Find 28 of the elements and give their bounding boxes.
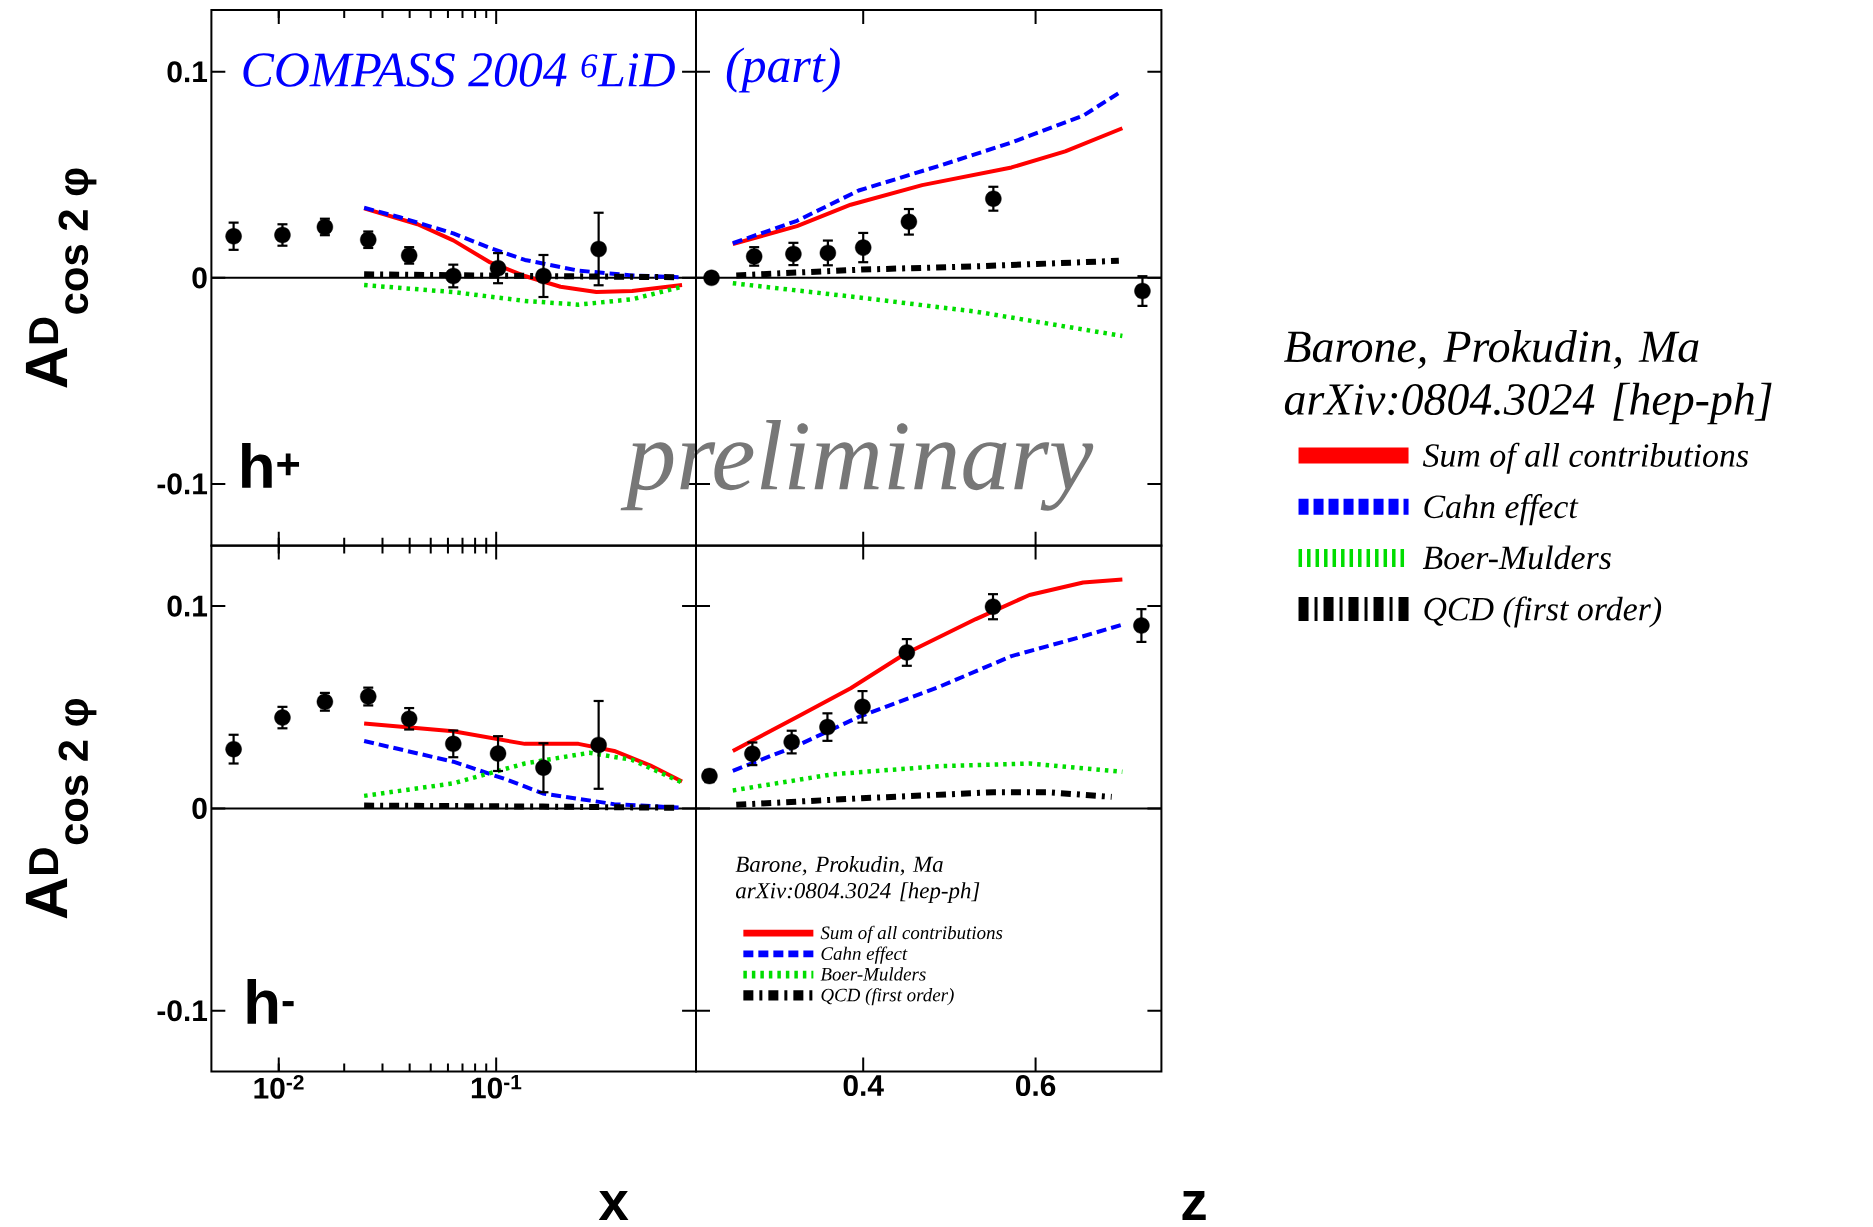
legend-title: Barone, Prokudin, Ma arXiv:0804.3024 [hep-ph]	[735, 855, 980, 904]
legend-label: QCD (first order)	[821, 987, 954, 1006]
legend-label: Sum of all contributions	[820, 925, 1003, 944]
x-axis-title: x	[598, 1191, 629, 1221]
y-tick-label: 0	[192, 267, 207, 289]
legend-label: QCD (first order)	[1424, 596, 1662, 628]
legend-label: Sum of all contributions	[1422, 442, 1749, 474]
legend-label: Boer-Mulders	[820, 967, 926, 981]
x-tick-label: 0.6	[1016, 1074, 1056, 1097]
x-tick-label: 10$^{-2}$	[254, 1074, 304, 1099]
annotation: h$^{+}$	[242, 442, 300, 488]
legend-title: Barone, Prokudin, Ma arXiv:0804.3024 [hep-ph]	[1283, 330, 1772, 425]
y-tick-label: 0	[192, 797, 207, 819]
x-tick-label: 10$^{-1}$	[471, 1074, 522, 1099]
y-tick-label: 0.1	[167, 61, 208, 83]
annotation: COMPASS 2004 $^{6}$LiD	[243, 53, 675, 87]
annotation: h$^{-}$	[247, 979, 294, 1024]
x-tick-label: 0.4	[843, 1074, 884, 1097]
y-tick-label: 0.1	[167, 595, 208, 617]
legend-label: Cahn effect	[1424, 494, 1579, 526]
y-tick-label: -0.1	[157, 1000, 208, 1022]
y-axis-title: A$^{D}$cos 2 φ	[25, 168, 97, 388]
annotation: (part)	[726, 47, 840, 93]
legend-label: Boer-Mulders	[1422, 545, 1611, 570]
y-axis-title: A$^{D}$cos 2 φ	[25, 699, 97, 919]
legend-label: Cahn effect	[821, 946, 908, 964]
y-tick-label: -0.1	[157, 473, 208, 495]
x-axis-title: z	[1182, 1191, 1206, 1221]
